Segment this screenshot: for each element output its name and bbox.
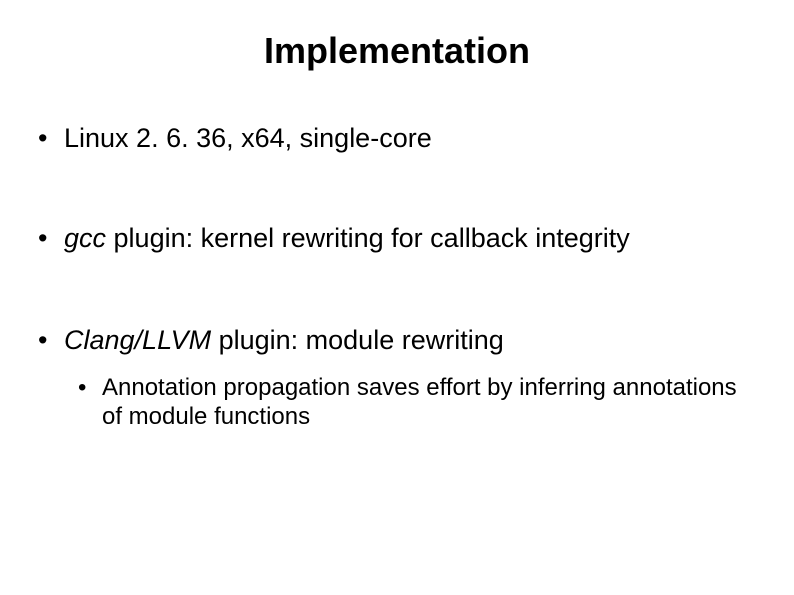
bullet-italic: gcc	[64, 223, 106, 253]
slide: Implementation Linux 2. 6. 36, x64, sing…	[0, 0, 794, 595]
bullet-section-1: Linux 2. 6. 36, x64, single-core	[38, 122, 758, 154]
bullet-text: plugin: module rewriting	[211, 325, 504, 355]
bullet-section-3: Clang/LLVM plugin: module rewriting	[38, 324, 758, 356]
sub-bullet-item-1: Annotation propagation saves effort by i…	[78, 374, 758, 432]
bullet-item-3: Clang/LLVM plugin: module rewriting	[38, 324, 758, 356]
sub-bullet-text: Annotation propagation saves effort by i…	[102, 374, 737, 430]
bullet-section-2: gcc plugin: kernel rewriting for callbac…	[38, 222, 758, 254]
sub-bullet-section: Annotation propagation saves effort by i…	[78, 374, 758, 432]
bullet-text: Linux 2. 6. 36, x64, single-core	[64, 123, 432, 153]
bullet-italic: Clang/LLVM	[64, 325, 211, 355]
slide-title: Implementation	[0, 30, 794, 72]
bullet-text: plugin: kernel rewriting for callback in…	[106, 223, 630, 253]
bullet-item-2: gcc plugin: kernel rewriting for callbac…	[38, 222, 758, 254]
bullet-item-1: Linux 2. 6. 36, x64, single-core	[38, 122, 758, 154]
